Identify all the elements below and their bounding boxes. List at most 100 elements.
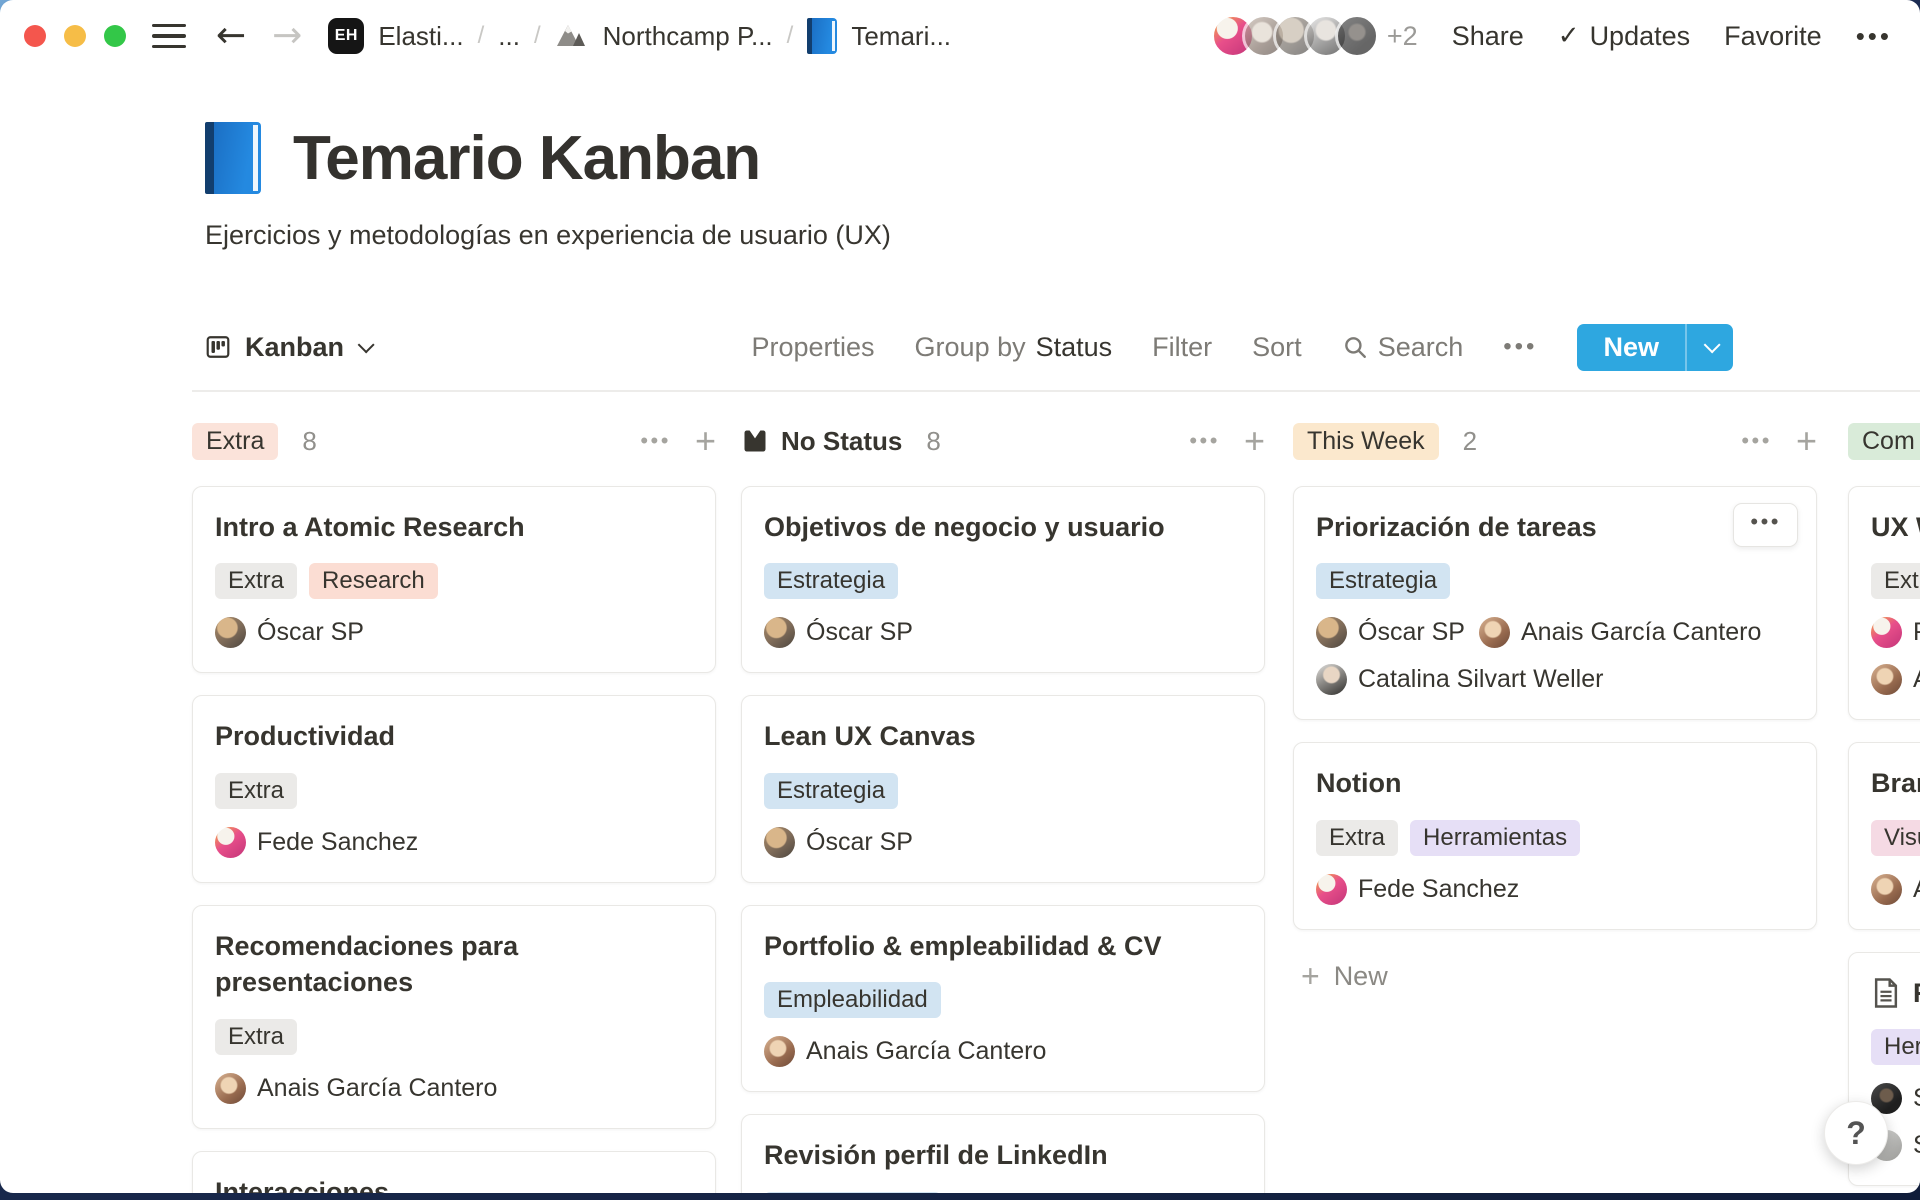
tag[interactable]: Extra: [215, 563, 298, 600]
sort-button[interactable]: Sort: [1252, 331, 1302, 362]
sidebar-toggle-icon[interactable]: [152, 23, 186, 49]
kanban-column-this-week: This Week 2 ••• + ••• Priorización de ta…: [1293, 420, 1817, 1001]
kanban-card[interactable]: Productividad Extra Fede Sanchez: [192, 695, 716, 883]
forward-icon[interactable]: →: [272, 15, 303, 56]
breadcrumb-ellipsis[interactable]: ...: [498, 20, 520, 51]
more-options-icon[interactable]: •••: [1855, 20, 1892, 51]
tag[interactable]: Research: [309, 563, 438, 600]
search-button[interactable]: Search: [1342, 332, 1463, 363]
new-button-divider: [1685, 323, 1687, 371]
add-card-button[interactable]: + New: [1293, 952, 1817, 1001]
column-header: This Week 2 ••• +: [1293, 420, 1817, 462]
column-more-icon[interactable]: •••: [640, 428, 671, 453]
card-title: Interacciones: [215, 1176, 390, 1193]
assignee-name: S: [1913, 1084, 1920, 1113]
filter-button[interactable]: Filter: [1152, 331, 1213, 362]
presence-overflow-count[interactable]: +2: [1386, 20, 1418, 51]
help-button[interactable]: ?: [1824, 1101, 1888, 1165]
kanban-column-completed: Com UX W Extra F A Bran Visu: [1848, 420, 1920, 1193]
avatar: [215, 826, 246, 858]
avatar: [1316, 664, 1347, 696]
kanban-card[interactable]: Notion Extra Herramientas Fede Sanchez: [1293, 742, 1817, 930]
column-status-label[interactable]: No Status: [781, 425, 903, 456]
assignee[interactable]: A: [1871, 873, 1920, 905]
kanban-card[interactable]: Objetivos de negocio y usuario Estrategi…: [741, 486, 1265, 674]
column-status-badge[interactable]: Extra: [192, 422, 279, 460]
column-add-icon[interactable]: +: [1243, 420, 1265, 461]
new-button[interactable]: New: [1577, 323, 1733, 371]
kanban-card[interactable]: UX W Extra F A: [1848, 486, 1920, 721]
kanban-card[interactable]: Intro a Atomic Research Extra Research Ó…: [192, 486, 716, 674]
assignee[interactable]: Catalina Silvart Weller: [1316, 664, 1603, 696]
tag[interactable]: Empleabilidad: [764, 982, 941, 1019]
assignee[interactable]: Anais García Cantero: [1478, 617, 1761, 649]
column-add-icon[interactable]: +: [694, 420, 716, 461]
assignee[interactable]: Óscar SP: [1316, 617, 1465, 649]
breadcrumb-item-teamspace[interactable]: Northcamp P...: [602, 20, 773, 51]
column-add-icon[interactable]: +: [1795, 420, 1817, 461]
back-icon[interactable]: ←: [216, 15, 247, 56]
kanban-card[interactable]: ••• Priorización de tareas Estrategia Ós…: [1293, 486, 1817, 721]
no-status-icon: [744, 430, 766, 452]
new-dropdown-button[interactable]: [1687, 324, 1733, 371]
plus-icon: +: [1301, 957, 1320, 994]
zoom-button[interactable]: [104, 25, 126, 47]
column-status-badge[interactable]: Com: [1848, 422, 1920, 460]
kanban-card[interactable]: Interacciones: [192, 1150, 716, 1193]
tag[interactable]: Estrategia: [1316, 563, 1451, 600]
column-status-badge[interactable]: This Week: [1293, 422, 1439, 460]
updates-button[interactable]: ✓ Updates: [1558, 21, 1690, 52]
tag[interactable]: Extra: [1316, 819, 1399, 856]
share-button[interactable]: Share: [1451, 20, 1524, 51]
tag[interactable]: Visu: [1871, 819, 1920, 856]
card-title: Priorización de tareas: [1316, 512, 1597, 542]
view-switcher[interactable]: Kanban: [205, 332, 375, 363]
card-title: UX W: [1871, 512, 1920, 542]
favorite-button[interactable]: Favorite: [1724, 20, 1822, 51]
kanban-card[interactable]: Bran Visu A: [1848, 742, 1920, 930]
kanban-card[interactable]: Lean UX Canvas Estrategia Óscar SP: [741, 695, 1265, 883]
kanban-card[interactable]: Revisión perfil de LinkedIn Empleabilida…: [741, 1114, 1265, 1193]
assignee[interactable]: Fede Sanchez: [1316, 873, 1519, 905]
assignee[interactable]: A: [1871, 664, 1920, 696]
assignee[interactable]: F: [1871, 617, 1920, 649]
kanban-card[interactable]: Portfolio & empleabilidad & CV Empleabil…: [741, 904, 1265, 1093]
avatar: [1871, 664, 1902, 696]
group-by-button[interactable]: Group by Status: [915, 332, 1113, 363]
properties-button[interactable]: Properties: [751, 331, 875, 362]
assignee[interactable]: Anais García Cantero: [215, 1072, 497, 1104]
tag[interactable]: Her: [1871, 1029, 1920, 1066]
view-more-icon[interactable]: •••: [1503, 333, 1538, 360]
breadcrumb-item-page[interactable]: Temari...: [851, 20, 952, 51]
assignee-name: Óscar SP: [806, 827, 913, 856]
breadcrumb: EH Elasti... / ... / Northcamp P... / Te…: [328, 18, 951, 54]
column-more-icon[interactable]: •••: [1741, 428, 1772, 453]
avatar: [1334, 14, 1379, 58]
assignee[interactable]: Óscar SP: [764, 617, 913, 649]
tag[interactable]: Empleabilidad: [764, 1191, 941, 1193]
breadcrumb-item-workspace[interactable]: Elasti...: [378, 20, 464, 51]
assignee[interactable]: Óscar SP: [764, 826, 913, 858]
tag[interactable]: Extra: [215, 1018, 298, 1055]
column-more-icon[interactable]: •••: [1189, 428, 1220, 453]
assignee[interactable]: Anais García Cantero: [764, 1036, 1046, 1068]
card-more-icon[interactable]: •••: [1733, 503, 1798, 547]
kanban-card[interactable]: Recomendaciones para presentaciones Extr…: [192, 904, 716, 1129]
close-button[interactable]: [24, 25, 46, 47]
workspace-icon[interactable]: EH: [328, 18, 365, 54]
minimize-button[interactable]: [64, 25, 86, 47]
assignee[interactable]: Óscar SP: [215, 617, 364, 649]
tag[interactable]: Extra: [215, 772, 298, 809]
board-view-icon: [206, 336, 230, 358]
presence-avatars[interactable]: +2: [1210, 14, 1418, 58]
tag[interactable]: Estrategia: [764, 772, 899, 809]
assignee[interactable]: Fede Sanchez: [215, 826, 418, 858]
avatar: [764, 617, 795, 649]
tag[interactable]: Estrategia: [764, 563, 899, 600]
tag[interactable]: Herramientas: [1410, 819, 1581, 856]
page-icon-book[interactable]: [205, 122, 261, 194]
card-title: Recomendaciones para presentaciones: [215, 930, 519, 998]
tag[interactable]: Extra: [1871, 563, 1920, 600]
card-title: Notion: [1316, 768, 1402, 799]
